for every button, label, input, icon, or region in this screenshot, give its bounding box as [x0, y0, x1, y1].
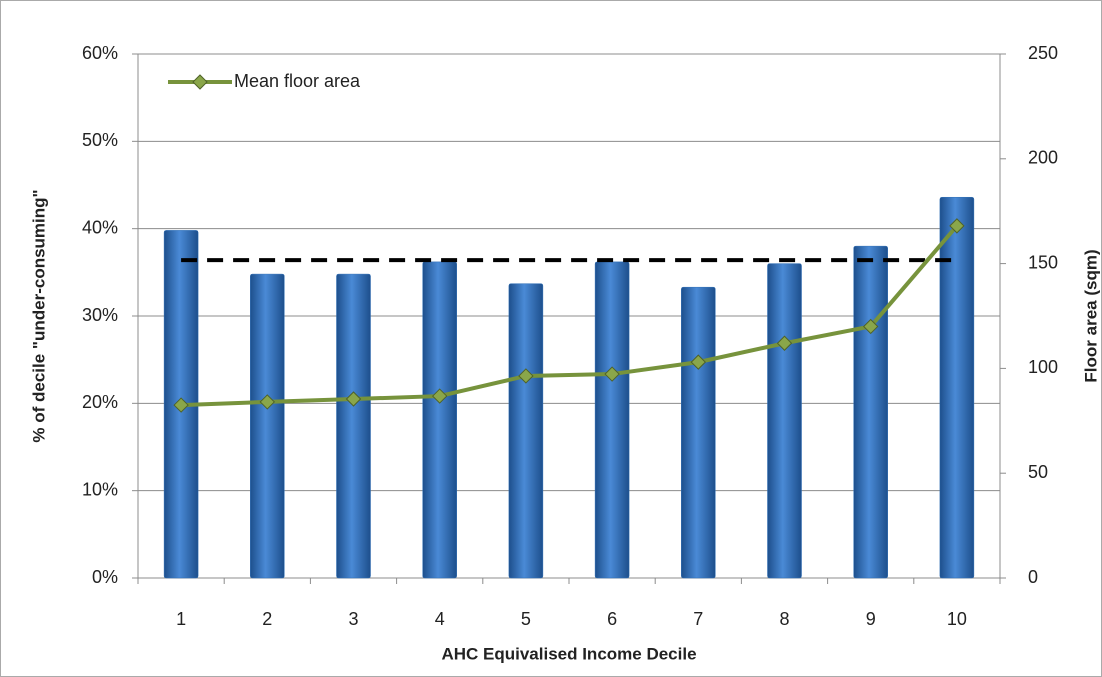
- marker: [259, 394, 276, 410]
- marker: [431, 388, 448, 404]
- marker: [690, 354, 707, 370]
- x-tick-label: 4: [435, 609, 445, 629]
- y2-axis-title: Floor area (sqm): [1081, 249, 1100, 382]
- bar: [939, 196, 975, 579]
- x-tick-label: 7: [693, 609, 703, 629]
- y2-tick-label: 50: [1028, 462, 1048, 482]
- marker: [518, 368, 534, 384]
- y-tick-label: 30%: [82, 305, 118, 325]
- x-tick-label: 2: [262, 609, 272, 629]
- y-tick-label: 20%: [82, 392, 118, 412]
- marker: [604, 366, 620, 382]
- bar: [767, 263, 802, 579]
- y2-tick-label: 200: [1028, 148, 1058, 168]
- bar: [422, 261, 457, 579]
- marker: [862, 318, 879, 335]
- y-tick-label: 50%: [82, 130, 118, 150]
- bar: [508, 283, 544, 579]
- marker: [345, 391, 362, 407]
- x-tick-label: 10: [947, 609, 967, 629]
- line: [181, 224, 959, 408]
- marker: [949, 218, 965, 234]
- y-tick-label: 60%: [82, 43, 118, 63]
- bar: [594, 261, 630, 579]
- marker: [776, 335, 793, 351]
- marker: [173, 397, 189, 413]
- y2-tick-label: 150: [1028, 252, 1058, 272]
- x-tick-label: 9: [866, 609, 876, 629]
- y2-tick-label: 0: [1028, 567, 1038, 587]
- y-axis-title: % of decile "under-consuming": [29, 189, 48, 442]
- x-tick-label: 1: [176, 609, 186, 629]
- legend-marker: [192, 74, 208, 90]
- bar: [250, 273, 285, 579]
- legend-label: Mean floor area: [234, 71, 361, 91]
- x-axis-title: AHC Equivalised Income Decile: [441, 644, 696, 663]
- y-tick-label: 40%: [82, 217, 118, 237]
- x-tick-label: 5: [521, 609, 531, 629]
- y-tick-label: 0%: [92, 567, 118, 587]
- bar: [681, 286, 716, 579]
- bar: [853, 245, 888, 579]
- bar: [336, 273, 371, 579]
- x-tick-label: 6: [607, 609, 617, 629]
- y-tick-label: 10%: [82, 479, 118, 499]
- y2-tick-label: 250: [1028, 43, 1058, 63]
- y2-tick-label: 100: [1028, 357, 1058, 377]
- x-tick-label: 3: [348, 609, 358, 629]
- x-tick-label: 8: [779, 609, 789, 629]
